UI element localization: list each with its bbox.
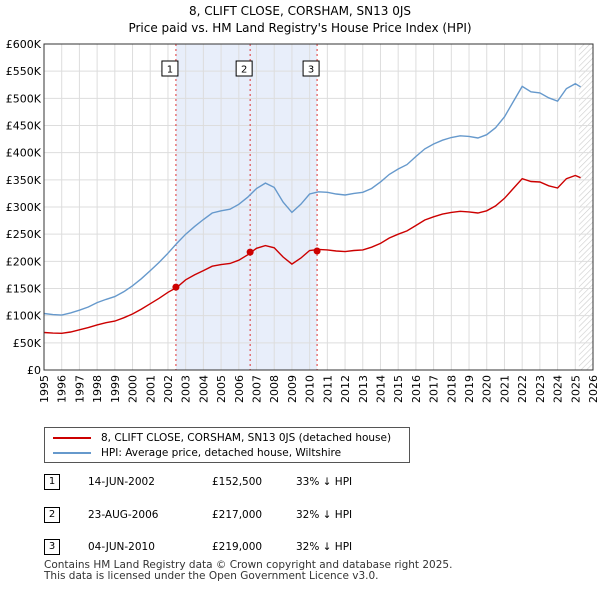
y-tick-label: £250K bbox=[6, 228, 42, 241]
footer-line-licence: This data is licensed under the Open Gov… bbox=[44, 570, 379, 582]
sale-marker-label: 2 bbox=[241, 65, 247, 76]
x-tick-label: 2011 bbox=[321, 375, 334, 403]
x-tick-label: 2002 bbox=[162, 375, 175, 403]
x-tick-label: 2007 bbox=[251, 375, 264, 403]
sale-marker-label: 3 bbox=[308, 65, 314, 76]
sale-price: £152,500 bbox=[212, 476, 263, 488]
sale-row: 2 23-AUG-2006 £217,000 32% ↓ HPI bbox=[44, 507, 424, 523]
sale-date: 04-JUN-2010 bbox=[88, 541, 155, 553]
legend: 8, CLIFT CLOSE, CORSHAM, SN13 0JS (detac… bbox=[44, 427, 410, 463]
sale-price: £217,000 bbox=[212, 509, 263, 521]
chart-subtitle: Price paid vs. HM Land Registry's House … bbox=[128, 21, 471, 35]
x-tick-label: 2021 bbox=[498, 375, 511, 403]
x-tick-label: 1999 bbox=[109, 375, 122, 403]
sale-point bbox=[313, 247, 321, 255]
x-tick-label: 2024 bbox=[552, 375, 565, 403]
sale-marker-label: 1 bbox=[167, 65, 173, 76]
x-tick-label: 2019 bbox=[463, 375, 476, 403]
x-tick-label: 2015 bbox=[392, 375, 405, 403]
y-tick-label: £350K bbox=[6, 174, 42, 187]
sale-point bbox=[246, 248, 254, 256]
sale-marker-box bbox=[302, 60, 320, 77]
sale-date: 14-JUN-2002 bbox=[88, 476, 155, 488]
x-tick-label: 1996 bbox=[56, 375, 69, 403]
footer-line-copyright: Contains HM Land Registry data © Crown c… bbox=[44, 559, 453, 571]
x-tick-label: 1998 bbox=[91, 375, 104, 403]
x-tick-label: 2008 bbox=[268, 375, 281, 403]
x-tick-label: 2020 bbox=[481, 375, 494, 403]
y-tick-label: £400K bbox=[6, 147, 42, 160]
legend-label-hpi: HPI: Average price, detached house, Wilt… bbox=[101, 447, 342, 459]
legend-swatch-hpi bbox=[53, 452, 91, 454]
sale-hpi-delta: 33% ↓ HPI bbox=[296, 476, 353, 488]
sale-hpi-delta: 32% ↓ HPI bbox=[296, 541, 353, 553]
sale-marker-box bbox=[235, 60, 253, 77]
y-tick-label: £0 bbox=[27, 364, 41, 377]
legend-label-property: 8, CLIFT CLOSE, CORSHAM, SN13 0JS (detac… bbox=[101, 432, 392, 444]
x-tick-label: 2014 bbox=[374, 375, 387, 403]
y-tick-label: £450K bbox=[6, 120, 42, 133]
x-tick-label: 2001 bbox=[144, 375, 157, 403]
sale-number-badge: 3 bbox=[44, 539, 60, 555]
y-tick-label: £600K bbox=[6, 38, 42, 51]
hpi-series-line bbox=[43, 82, 581, 316]
sale-hpi-delta: 32% ↓ HPI bbox=[296, 509, 353, 521]
x-tick-label: 2009 bbox=[286, 375, 299, 403]
y-tick-label: £500K bbox=[6, 92, 42, 105]
legend-swatch-property bbox=[53, 437, 91, 439]
sale-price: £219,000 bbox=[212, 541, 263, 553]
x-tick-label: 2023 bbox=[534, 375, 547, 403]
y-tick-label: £100K bbox=[6, 310, 42, 323]
x-tick-label: 2003 bbox=[180, 375, 193, 403]
x-tick-label: 2013 bbox=[357, 375, 370, 403]
x-tick-label: 2000 bbox=[127, 375, 140, 403]
x-tick-label: 1995 bbox=[38, 375, 51, 403]
sale-point bbox=[172, 283, 180, 291]
footer-attribution: Contains HM Land Registry data © Crown c… bbox=[44, 560, 452, 582]
x-tick-label: 2026 bbox=[587, 375, 600, 403]
x-tick-label: 2018 bbox=[445, 375, 458, 403]
y-tick-label: £300K bbox=[6, 201, 42, 214]
x-tick-label: 2006 bbox=[233, 375, 246, 403]
y-tick-label: £550K bbox=[6, 65, 42, 78]
plot-frame bbox=[43, 43, 594, 371]
chart-title: 8, CLIFT CLOSE, CORSHAM, SN13 0JS bbox=[189, 4, 411, 18]
x-tick-label: 2012 bbox=[339, 375, 352, 403]
x-tick-label: 2010 bbox=[304, 375, 317, 403]
sale-row: 1 14-JUN-2002 £152,500 33% ↓ HPI bbox=[44, 474, 424, 490]
sale-marker-box bbox=[161, 60, 179, 77]
x-tick-label: 1997 bbox=[73, 375, 86, 403]
x-tick-label: 2025 bbox=[569, 375, 582, 403]
price-chart: 8, CLIFT CLOSE, CORSHAM, SN13 0JS Price … bbox=[6, 4, 600, 403]
y-tick-label: £200K bbox=[6, 255, 42, 268]
x-tick-label: 2022 bbox=[516, 375, 529, 403]
y-tick-label: £150K bbox=[6, 283, 42, 296]
x-tick-label: 2016 bbox=[410, 375, 423, 403]
sale-row: 3 04-JUN-2010 £219,000 32% ↓ HPI bbox=[44, 539, 424, 555]
x-tick-label: 2004 bbox=[197, 375, 210, 403]
sale-number-badge: 1 bbox=[44, 474, 60, 490]
sale-number-badge: 2 bbox=[44, 507, 60, 523]
sale-date: 23-AUG-2006 bbox=[88, 509, 159, 521]
x-tick-label: 2017 bbox=[428, 375, 441, 403]
y-tick-label: £50K bbox=[13, 337, 42, 350]
x-tick-label: 2005 bbox=[215, 375, 228, 403]
